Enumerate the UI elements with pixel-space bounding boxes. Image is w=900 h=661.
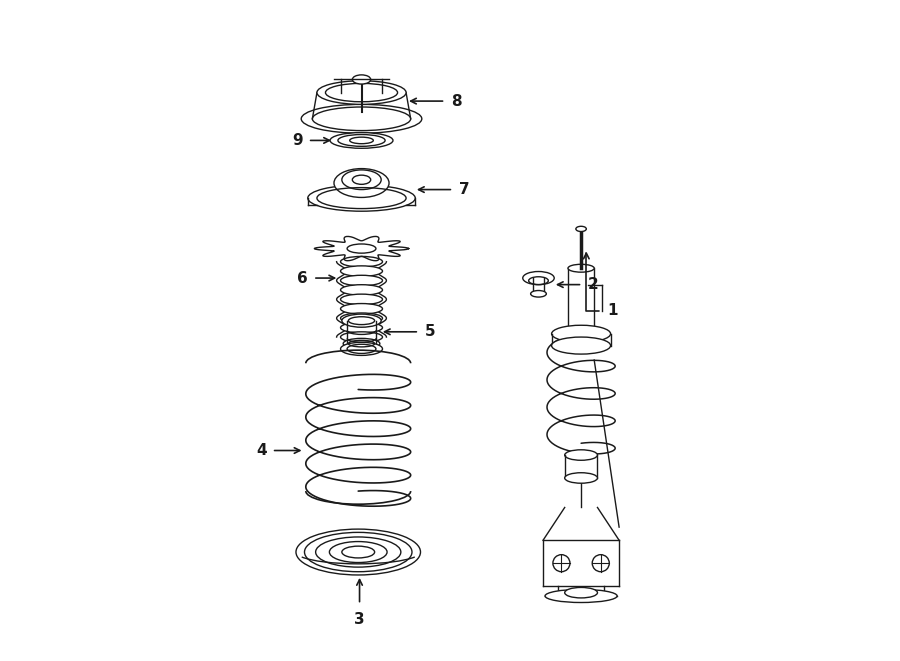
Text: 7: 7 bbox=[458, 182, 469, 197]
Text: 5: 5 bbox=[425, 325, 435, 339]
Text: 3: 3 bbox=[355, 612, 365, 627]
Text: 4: 4 bbox=[256, 443, 266, 458]
Ellipse shape bbox=[568, 264, 594, 272]
Text: 2: 2 bbox=[588, 277, 598, 292]
Ellipse shape bbox=[552, 325, 610, 342]
Text: 9: 9 bbox=[292, 133, 302, 148]
Ellipse shape bbox=[340, 256, 382, 267]
Ellipse shape bbox=[343, 338, 380, 349]
Text: 8: 8 bbox=[451, 94, 462, 108]
Ellipse shape bbox=[340, 285, 382, 295]
Text: 6: 6 bbox=[297, 270, 308, 286]
Ellipse shape bbox=[340, 323, 382, 333]
Ellipse shape bbox=[531, 291, 546, 297]
Ellipse shape bbox=[352, 75, 371, 84]
Polygon shape bbox=[314, 237, 409, 260]
Ellipse shape bbox=[317, 81, 406, 104]
Ellipse shape bbox=[523, 272, 554, 285]
Ellipse shape bbox=[302, 104, 422, 134]
Ellipse shape bbox=[564, 449, 598, 460]
Text: 1: 1 bbox=[608, 303, 617, 319]
Ellipse shape bbox=[340, 303, 382, 314]
Ellipse shape bbox=[552, 337, 610, 354]
Ellipse shape bbox=[340, 294, 382, 305]
Ellipse shape bbox=[296, 529, 420, 575]
Ellipse shape bbox=[545, 590, 617, 603]
Ellipse shape bbox=[340, 275, 382, 286]
Ellipse shape bbox=[564, 473, 598, 483]
Ellipse shape bbox=[340, 332, 382, 342]
Ellipse shape bbox=[340, 342, 382, 356]
Ellipse shape bbox=[576, 226, 586, 231]
Ellipse shape bbox=[342, 314, 382, 327]
Ellipse shape bbox=[340, 313, 382, 323]
Ellipse shape bbox=[308, 185, 415, 212]
Ellipse shape bbox=[564, 588, 598, 598]
Ellipse shape bbox=[340, 266, 382, 276]
Ellipse shape bbox=[334, 169, 389, 198]
Ellipse shape bbox=[330, 133, 393, 148]
